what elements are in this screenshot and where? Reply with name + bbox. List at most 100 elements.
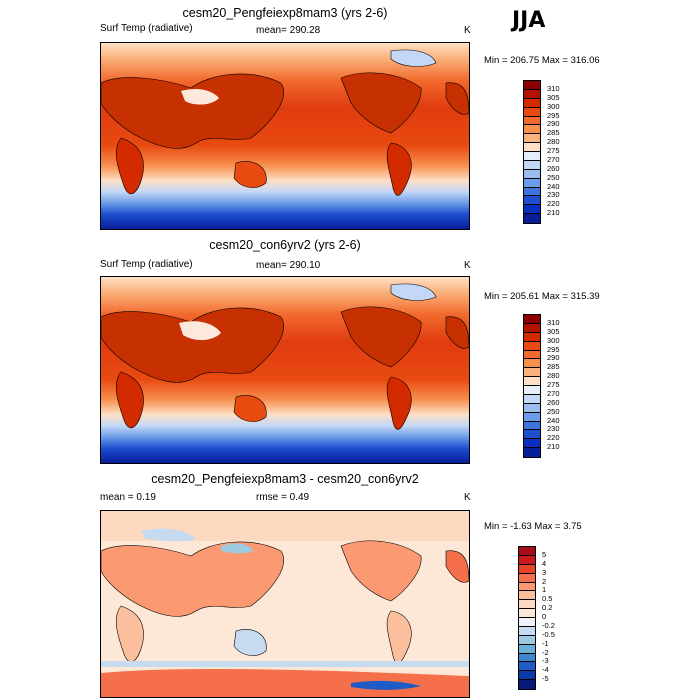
- colorbar-tick-label: 0.2: [542, 603, 553, 613]
- colorbar-tick-label: 210: [547, 208, 560, 218]
- colorbar-swatch: [519, 680, 535, 689]
- colorbar-swatch: [519, 662, 535, 672]
- colorbar-tick-label: 295: [547, 344, 560, 354]
- panel-2-map-canvas: [101, 277, 469, 463]
- colorbar-swatch: [524, 116, 540, 126]
- colorbar-swatch: [519, 591, 535, 601]
- colorbar-tick-label: 260: [547, 163, 560, 173]
- colorbar-tick-label: 275: [547, 146, 560, 155]
- colorbar-tick-label: 300: [547, 335, 560, 345]
- colorbar-tick-label: 310: [547, 317, 560, 327]
- colorbar-swatch: [524, 89, 540, 99]
- panel-2-map: [100, 276, 470, 464]
- colorbar-tick-label: 240: [547, 415, 560, 425]
- panel-3-map: [100, 510, 470, 698]
- panel-3-minmax-label: Min = -1.63 Max = 3.75: [484, 521, 582, 532]
- colorbar-swatch: [524, 386, 540, 395]
- colorbar-tick-label: 270: [547, 154, 560, 164]
- colorbar-swatch: [519, 555, 535, 565]
- colorbar-swatch: [524, 196, 540, 206]
- colorbar-swatch: [524, 332, 540, 342]
- colorbar-tick-label: 210: [547, 442, 560, 452]
- colorbar-tick-label: 305: [547, 326, 560, 336]
- colorbar-swatch: [524, 125, 540, 135]
- colorbar-tick-label: 290: [547, 353, 560, 363]
- panel-1-map: [100, 42, 470, 230]
- colorbar-tick-label: 280: [547, 137, 560, 147]
- colorbar-tick-label: -2: [542, 647, 549, 657]
- colorbar-swatch: [524, 134, 540, 144]
- colorbar-swatch: [519, 600, 535, 610]
- colorbar-tick-label: 220: [547, 199, 560, 209]
- colorbar-tick-label: 285: [547, 128, 560, 138]
- colorbar-swatch: [524, 412, 540, 422]
- colorbar-tick-label: 280: [547, 371, 560, 381]
- colorbar-swatch: [524, 315, 540, 324]
- colorbar-tick-label: 250: [547, 406, 560, 416]
- colorbar-swatch: [524, 187, 540, 197]
- colorbar-swatch: [524, 143, 540, 152]
- colorbar-swatch: [519, 653, 535, 663]
- colorbar-tick-label: 290: [547, 119, 560, 129]
- panel-1-units-label: K: [464, 25, 471, 36]
- panel-2-mean-label: mean= 290.10: [256, 260, 321, 271]
- colorbar-swatch: [519, 644, 535, 654]
- colorbar-swatch: [524, 350, 540, 360]
- colorbar-swatch: [524, 359, 540, 369]
- colorbar-swatch: [524, 439, 540, 449]
- colorbar-tick-label: 260: [547, 397, 560, 407]
- colorbar-tick-label: 310: [547, 83, 560, 93]
- season-label: JJA: [512, 8, 546, 33]
- colorbar-swatch: [524, 152, 540, 161]
- panel-2-variable-label: Surf Temp (radiative): [100, 259, 193, 270]
- panel-3-rmse-label: rmse = 0.49: [256, 492, 310, 503]
- colorbar-tick-label: 240: [547, 181, 560, 191]
- colorbar-tick-label: 220: [547, 433, 560, 443]
- colorbar-tick-label: 1: [542, 585, 547, 595]
- panel-1-minmax-label: Min = 206.75 Max = 316.06: [484, 55, 600, 66]
- colorbar-swatch: [524, 341, 540, 351]
- colorbar-tick-label: 300: [547, 101, 560, 111]
- panel-1-title: cesm20_Pengfeiexp8mam3 (yrs 2-6): [182, 6, 388, 20]
- colorbar-tick-label: 0: [542, 612, 547, 621]
- colorbar-swatch: [524, 368, 540, 378]
- colorbar-swatch: [519, 547, 535, 556]
- colorbar-tick-label: 4: [542, 558, 547, 568]
- colorbar-swatch: [524, 178, 540, 188]
- colorbar-swatch: [519, 635, 535, 645]
- colorbar-swatch: [524, 448, 540, 457]
- colorbar-tick-label: 275: [547, 380, 560, 389]
- colorbar-tick-label: -4: [542, 665, 549, 675]
- colorbar-tick-label: 295: [547, 110, 560, 120]
- colorbar-swatch: [519, 609, 535, 618]
- colorbar-swatch: [524, 205, 540, 215]
- colorbar-swatch: [524, 214, 540, 223]
- panel-1-mean-label: mean= 290.28: [256, 25, 321, 36]
- colorbar-tick-label: -0.2: [542, 620, 555, 630]
- colorbar-tick-label: -0.5: [542, 629, 555, 639]
- panel-3-colorbar: [518, 546, 536, 690]
- colorbar-tick-label: 230: [547, 190, 560, 200]
- colorbar-tick-label: 250: [547, 172, 560, 182]
- colorbar-tick-label: 3: [542, 567, 547, 577]
- colorbar-tick-label: 270: [547, 388, 560, 398]
- colorbar-swatch: [524, 169, 540, 179]
- colorbar-tick-label: 5: [542, 549, 547, 559]
- colorbar-swatch: [519, 573, 535, 583]
- colorbar-swatch: [519, 564, 535, 574]
- panel-2-units-label: K: [464, 260, 471, 271]
- panel-1-map-canvas: [101, 43, 469, 229]
- colorbar-tick-label: 285: [547, 362, 560, 372]
- colorbar-tick-label: 2: [542, 576, 547, 586]
- panel-1-colorbar: [523, 80, 541, 224]
- colorbar-swatch: [524, 323, 540, 333]
- colorbar-swatch: [524, 81, 540, 90]
- panel-2-colorbar: [523, 314, 541, 458]
- colorbar-swatch: [524, 377, 540, 386]
- colorbar-swatch: [524, 107, 540, 117]
- panel-3-map-canvas: [101, 511, 469, 697]
- colorbar-swatch: [524, 98, 540, 108]
- colorbar-swatch: [519, 582, 535, 592]
- panel-3-units-label: K: [464, 492, 471, 503]
- colorbar-tick-label: 0.5: [542, 594, 553, 604]
